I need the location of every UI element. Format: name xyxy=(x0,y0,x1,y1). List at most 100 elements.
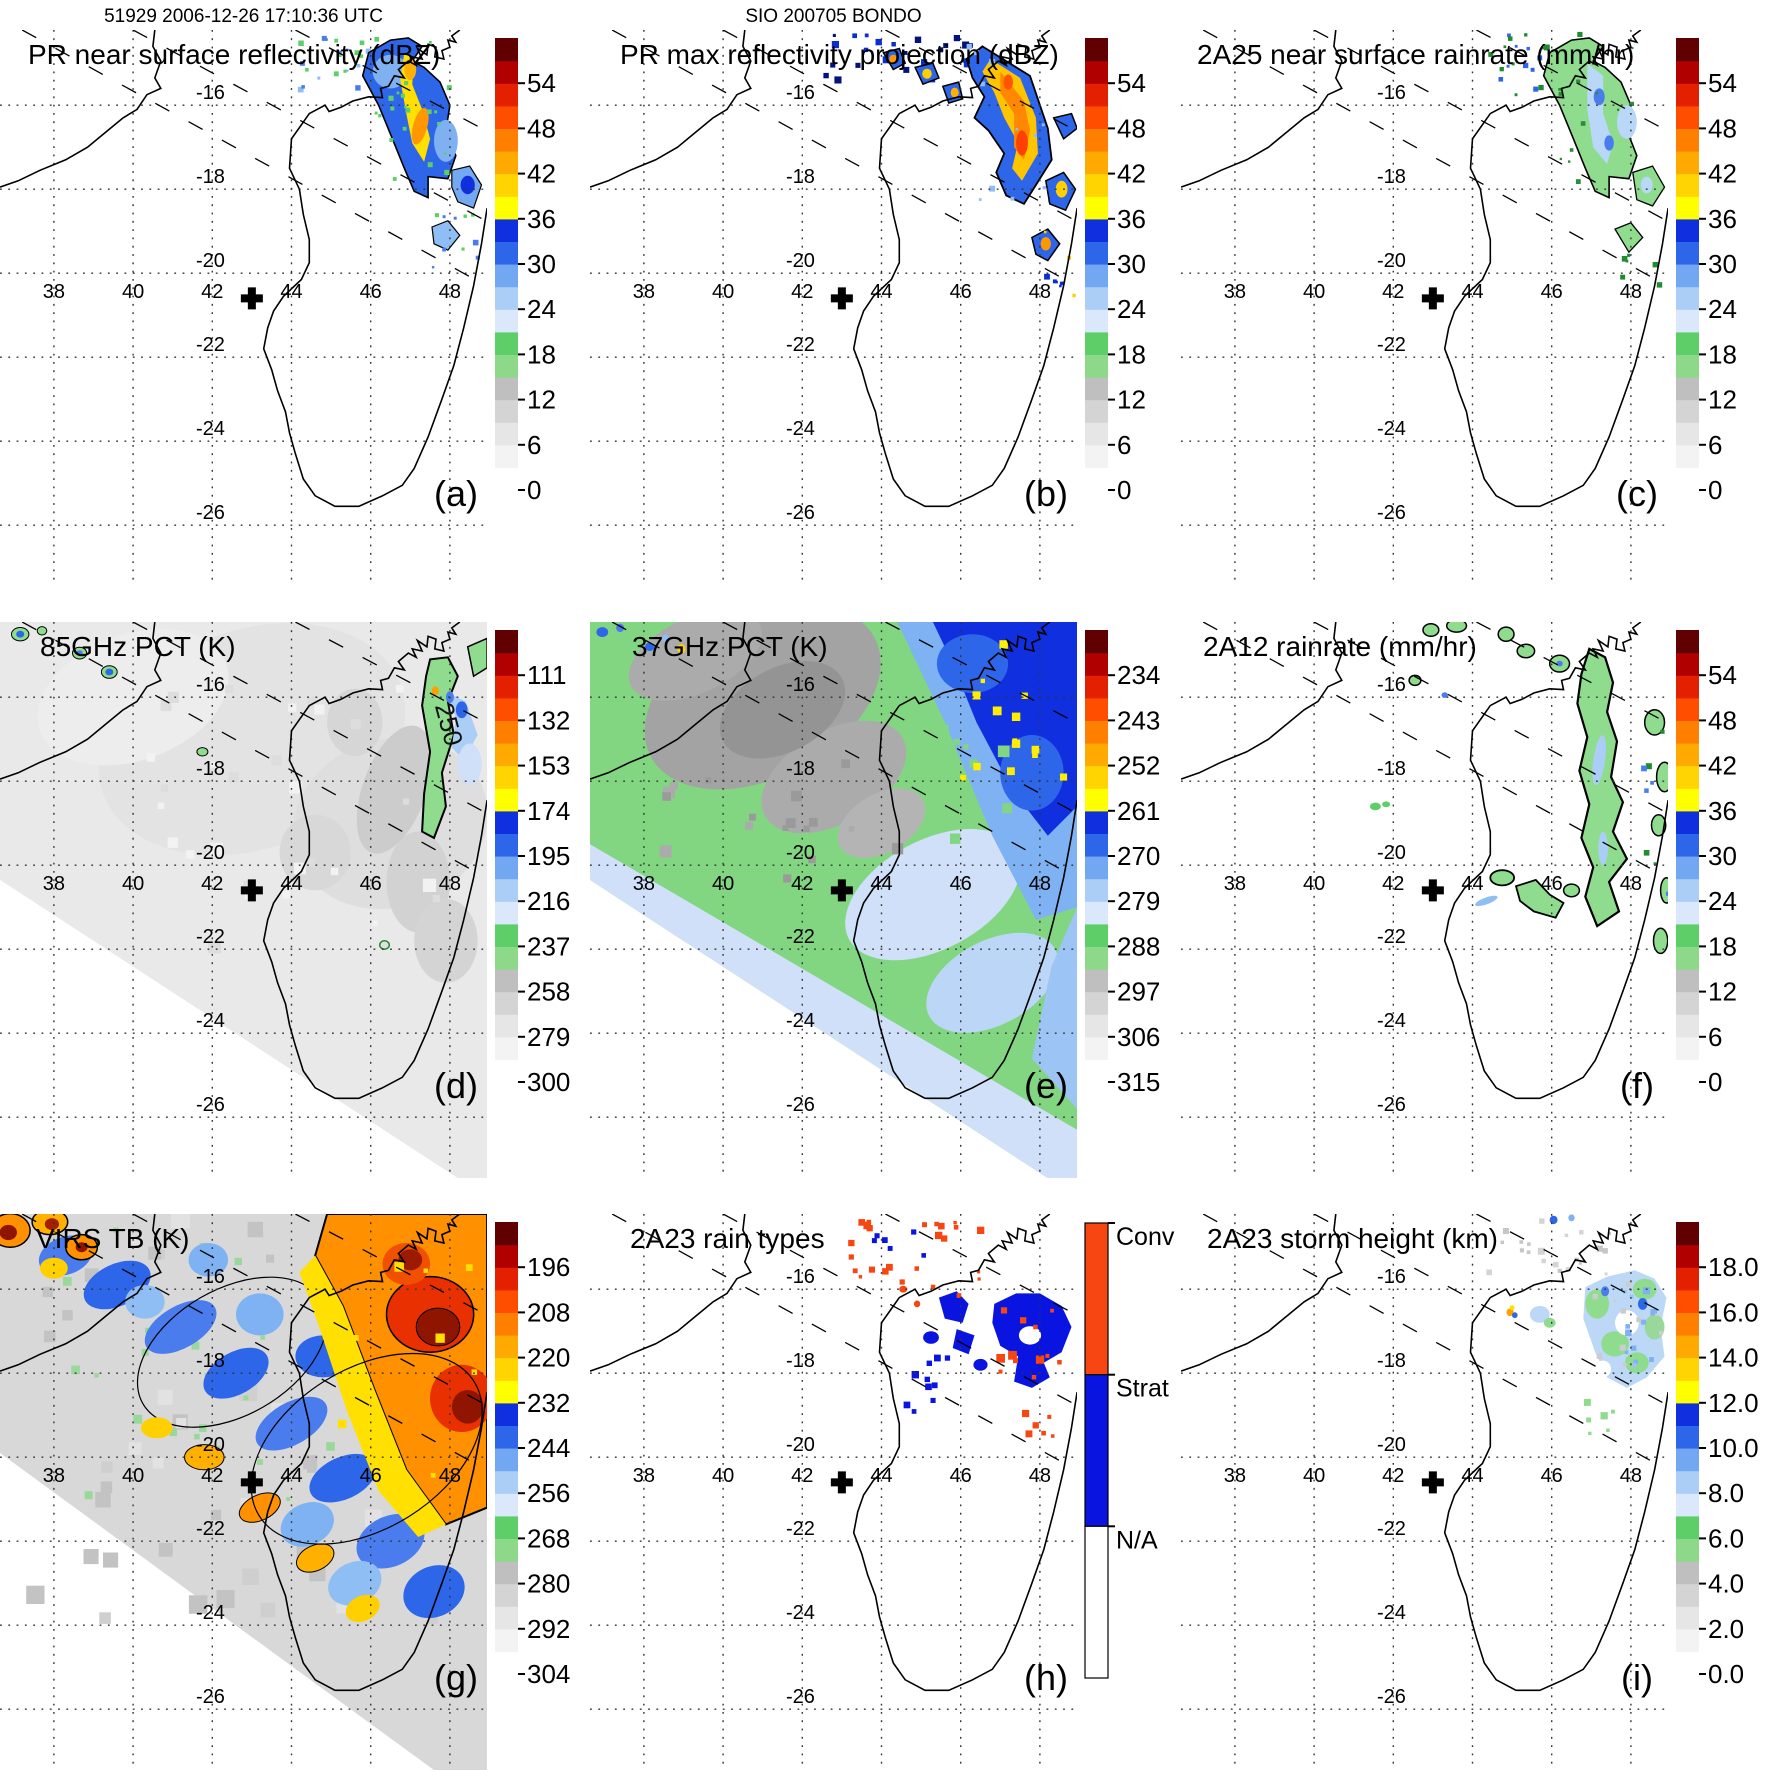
colorbar-label: 36 xyxy=(1708,204,1737,234)
colorbar-label: 30 xyxy=(527,249,556,279)
panel-i-title: 2A23 storm height (km) xyxy=(1207,1223,1498,1254)
panel-f-map: 38 40 42 44 46 48 -16 -18 -20 -22 -24 -26 2A12 rainr… xyxy=(1181,622,1737,1178)
colorbar-label: Strat xyxy=(1116,1375,1169,1403)
colorbar-label: 237 xyxy=(527,931,570,961)
svg-text:48: 48 xyxy=(439,281,461,303)
svg-text:44: 44 xyxy=(1461,1465,1483,1487)
colorbar-label: 0 xyxy=(1708,1067,1722,1097)
svg-text:44: 44 xyxy=(870,1465,892,1487)
colorbar-label: 216 xyxy=(527,886,570,916)
svg-text:-22: -22 xyxy=(786,1518,815,1540)
colorbar-label: 243 xyxy=(1117,705,1160,735)
colorbar-label: 36 xyxy=(1708,796,1737,826)
colorbar-label: 12 xyxy=(1708,977,1737,1007)
svg-text:40: 40 xyxy=(712,873,734,895)
colorbar-label: 6 xyxy=(1708,430,1722,460)
colorbar-label: 54 xyxy=(1117,68,1146,98)
colorbar-label: 195 xyxy=(527,841,570,871)
axis-labels: 38 40 42 44 46 48 -16 -18 -20 -22 -24 -26 xyxy=(633,82,1051,524)
storm-center-marker xyxy=(240,879,263,902)
colorbar-label: 292 xyxy=(527,1614,570,1644)
colorbar-label: 0.0 xyxy=(1708,1659,1744,1689)
panel-i-colorbar: 18.0 16.0 14.0 12.0 10.0 8.0 6.0 4.0 2.0 0.0 xyxy=(1676,1222,1759,1689)
panel-d-colorbar: 111 132 153 174 195 216 237 258 279 300 xyxy=(495,630,570,1097)
panel-f-letter: (f) xyxy=(1620,1065,1654,1106)
svg-text:48: 48 xyxy=(1029,281,1051,303)
coastlines xyxy=(590,622,1077,1100)
axis-labels: 38 40 42 44 46 48 -16 -18 -20 -22 -24 -26 xyxy=(1224,1266,1642,1708)
panel-g-title: VIRS TB (K) xyxy=(36,1223,190,1254)
panel-c-colorbar: 54 48 42 36 30 24 18 12 6 0 xyxy=(1676,38,1737,505)
svg-text:40: 40 xyxy=(712,1465,734,1487)
svg-text:40: 40 xyxy=(122,873,144,895)
panel-h-letter: (h) xyxy=(1024,1657,1068,1698)
svg-text:-26: -26 xyxy=(196,1094,225,1116)
axis-labels: 38 40 42 44 46 48 -16 -18 -20 -22 -24 -26 xyxy=(43,82,461,524)
svg-text:-22: -22 xyxy=(786,926,815,948)
colorbar-label: 12.0 xyxy=(1708,1388,1759,1418)
coastlines xyxy=(1181,1214,1668,1692)
colorbar-label: 36 xyxy=(527,204,556,234)
colorbar-label: 6 xyxy=(1708,1022,1722,1052)
panel-h-title: 2A23 rain types xyxy=(630,1223,825,1254)
storm-center-marker xyxy=(240,1471,263,1494)
panel-g-colorbar: 196 208 220 232 244 256 268 280 292 304 xyxy=(495,1222,570,1689)
panel-g-letter: (g) xyxy=(434,1657,478,1698)
panel-h: 38 40 42 44 46 48 -16 -18 -20 -22 -24 -26 2A23 rain … xyxy=(590,1214,1180,1771)
colorbar-label: 300 xyxy=(527,1067,570,1097)
colorbar-label: 288 xyxy=(1117,931,1160,961)
axis-labels: 38 40 42 44 46 48 -16 -18 -20 -22 -24 -26 xyxy=(43,674,461,1116)
svg-text:-20: -20 xyxy=(196,250,225,272)
coastlines xyxy=(590,1214,1077,1692)
svg-text:40: 40 xyxy=(712,281,734,303)
colorbar-label: 18 xyxy=(1117,339,1146,369)
svg-text:-26: -26 xyxy=(196,1686,225,1708)
svg-text:-20: -20 xyxy=(196,842,225,864)
coastlines xyxy=(1181,30,1668,508)
panel-a-title: PR near surface reflectivity (dBZ) xyxy=(28,39,440,70)
svg-text:44: 44 xyxy=(870,873,892,895)
panel-a-colorbar: 54 48 42 36 30 24 18 12 6 0 xyxy=(495,38,556,505)
svg-text:-26: -26 xyxy=(1377,502,1406,524)
panel-g-map: VIRS TB (K) 38 40 42 44 46 48 -16 -18 -20 -22 -24 -2… xyxy=(0,1214,570,1770)
panel-b-title: PR max reflectivity projection (dBZ) xyxy=(620,39,1059,70)
colorbar-label: 279 xyxy=(1117,886,1160,916)
colorbar-label: 42 xyxy=(1708,751,1737,781)
panel-e-colorbar: 234 243 252 261 270 279 288 297 306 315 xyxy=(1085,630,1160,1097)
svg-text:-20: -20 xyxy=(1377,842,1406,864)
colorbar-label: 12 xyxy=(1708,385,1737,415)
colorbar-label: 8.0 xyxy=(1708,1478,1744,1508)
colorbar-label: 48 xyxy=(1708,113,1737,143)
storm-center-marker xyxy=(1421,287,1444,310)
svg-text:-16: -16 xyxy=(196,674,225,696)
svg-text:38: 38 xyxy=(43,1465,65,1487)
svg-text:-26: -26 xyxy=(786,502,815,524)
colorbar-label: 306 xyxy=(1117,1022,1160,1052)
colorbar-label: 24 xyxy=(1117,294,1146,324)
coastlines xyxy=(0,30,487,508)
axis-labels: 38 40 42 44 46 48 -16 -18 -20 -22 -24 -26 xyxy=(633,1266,1051,1708)
svg-text:-24: -24 xyxy=(1377,1602,1406,1624)
colorbar-label: 48 xyxy=(1117,113,1146,143)
svg-text:38: 38 xyxy=(633,873,655,895)
svg-text:-22: -22 xyxy=(196,1518,225,1540)
colorbar-label: N/A xyxy=(1116,1526,1158,1554)
svg-text:-20: -20 xyxy=(1377,1434,1406,1456)
colorbar-label: 54 xyxy=(1708,660,1737,690)
svg-text:46: 46 xyxy=(950,281,972,303)
svg-text:44: 44 xyxy=(280,1465,302,1487)
svg-text:40: 40 xyxy=(122,1465,144,1487)
svg-text:42: 42 xyxy=(1382,1465,1404,1487)
svg-text:-22: -22 xyxy=(196,926,225,948)
svg-text:44: 44 xyxy=(870,281,892,303)
colorbar-label: 48 xyxy=(1708,705,1737,735)
colorbar-label: 6.0 xyxy=(1708,1523,1744,1553)
colorbar-label: 42 xyxy=(1708,159,1737,189)
svg-text:48: 48 xyxy=(1620,281,1642,303)
svg-text:-24: -24 xyxy=(196,1010,225,1032)
svg-text:44: 44 xyxy=(280,873,302,895)
panel-e-letter: (e) xyxy=(1024,1065,1068,1106)
colorbar-label: 0 xyxy=(527,475,541,505)
colorbar-label: 42 xyxy=(527,159,556,189)
